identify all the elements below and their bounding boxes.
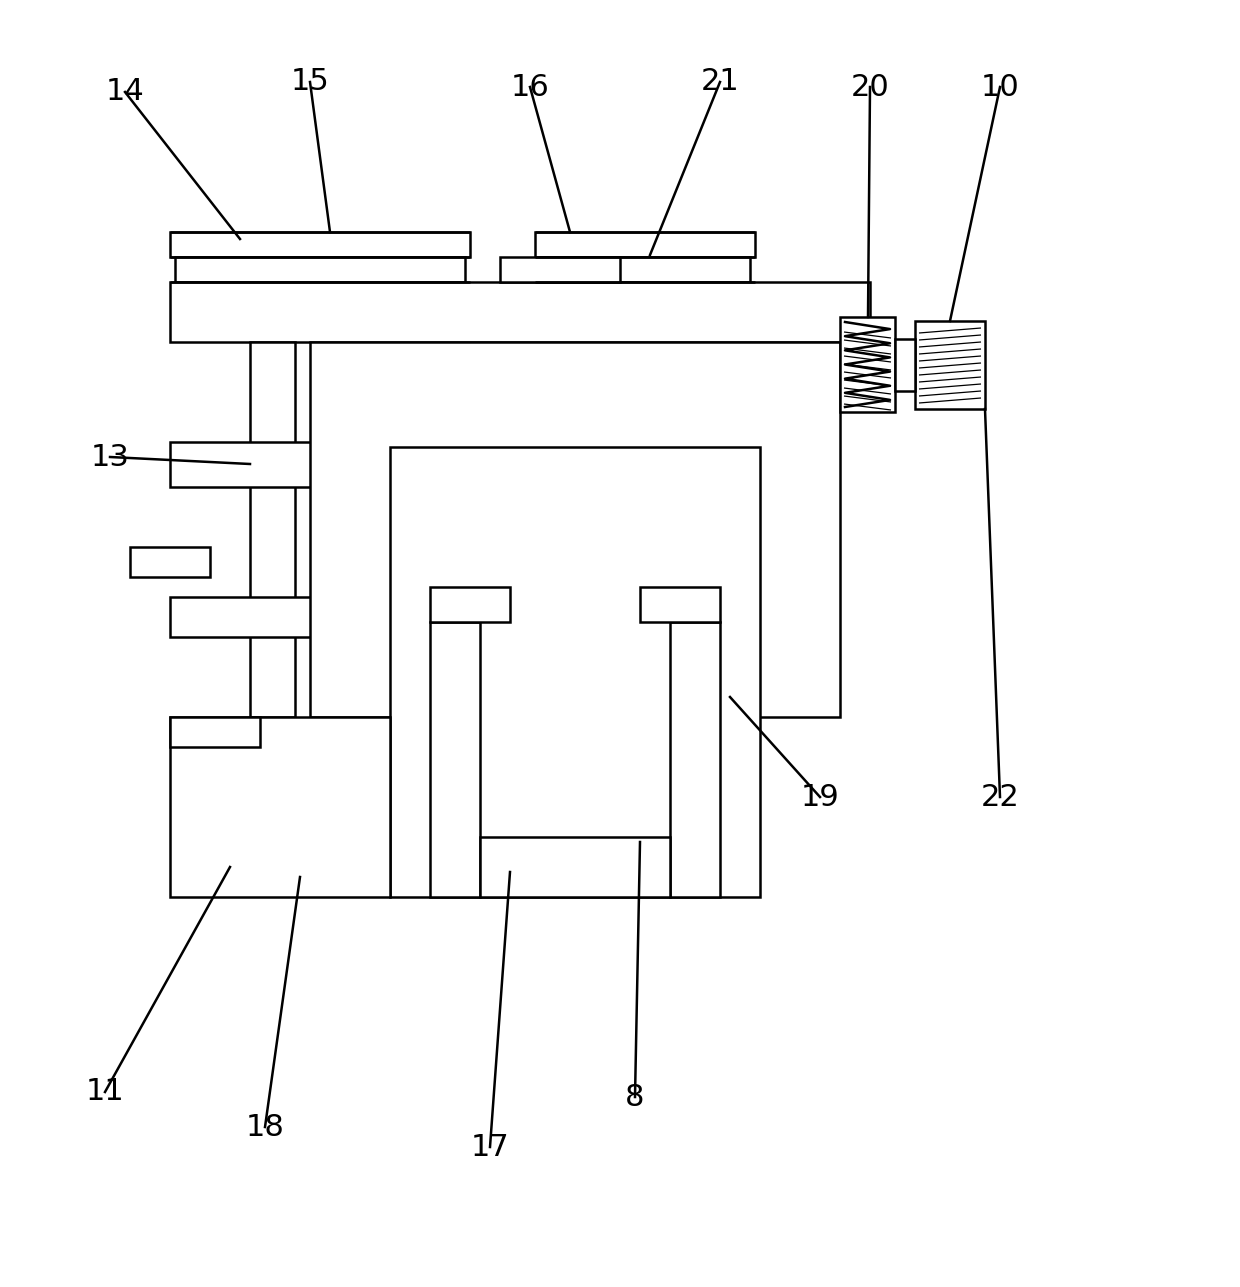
Bar: [170, 232, 470, 257]
Text: 11: 11: [86, 1077, 124, 1107]
Text: 15: 15: [290, 67, 330, 97]
Bar: [895, 338, 915, 391]
Bar: [430, 622, 480, 897]
Text: 20: 20: [851, 72, 889, 102]
Bar: [480, 837, 670, 897]
Bar: [170, 597, 330, 637]
Bar: [310, 342, 839, 717]
Text: 10: 10: [981, 72, 1019, 102]
Bar: [170, 441, 330, 486]
Bar: [839, 317, 895, 412]
Bar: [500, 257, 620, 282]
Text: 8: 8: [625, 1082, 645, 1112]
Bar: [534, 232, 755, 257]
Bar: [915, 320, 985, 409]
Bar: [175, 257, 465, 282]
Bar: [539, 257, 750, 282]
Bar: [170, 282, 870, 342]
Bar: [640, 587, 720, 622]
Text: 19: 19: [801, 782, 839, 812]
Bar: [130, 547, 210, 577]
Bar: [430, 587, 510, 622]
Text: 14: 14: [105, 77, 144, 107]
Text: 18: 18: [246, 1112, 284, 1142]
Bar: [170, 717, 391, 897]
Bar: [391, 447, 760, 897]
Text: 13: 13: [91, 443, 129, 471]
Bar: [670, 622, 720, 897]
Text: 16: 16: [511, 72, 549, 102]
Text: 17: 17: [471, 1133, 510, 1161]
Text: 21: 21: [701, 67, 739, 97]
Text: 22: 22: [981, 782, 1019, 812]
Bar: [170, 717, 260, 746]
Bar: [250, 342, 295, 717]
